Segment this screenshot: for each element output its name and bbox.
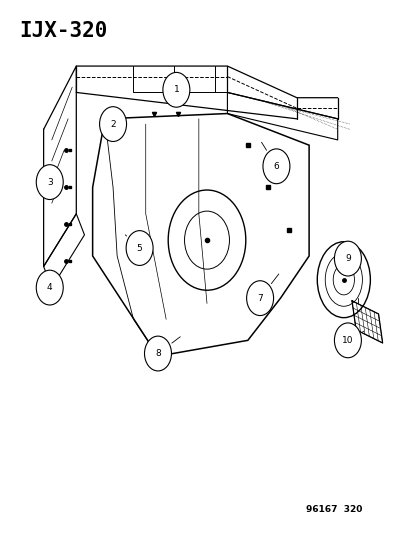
Text: 3: 3 xyxy=(47,177,52,187)
Circle shape xyxy=(246,281,273,316)
Circle shape xyxy=(162,72,190,107)
Text: 8: 8 xyxy=(155,349,161,358)
Circle shape xyxy=(334,241,361,276)
Circle shape xyxy=(100,107,126,141)
Text: 96167  320: 96167 320 xyxy=(305,505,361,514)
Text: 9: 9 xyxy=(344,254,350,263)
Circle shape xyxy=(262,149,289,184)
Text: 2: 2 xyxy=(110,119,116,128)
Circle shape xyxy=(36,165,63,199)
Text: 7: 7 xyxy=(256,294,262,303)
Text: 1: 1 xyxy=(173,85,179,94)
Circle shape xyxy=(126,231,153,265)
Text: 6: 6 xyxy=(273,162,279,171)
Text: 4: 4 xyxy=(47,283,52,292)
Text: 10: 10 xyxy=(341,336,353,345)
Circle shape xyxy=(144,336,171,371)
Circle shape xyxy=(36,270,63,305)
Text: 5: 5 xyxy=(136,244,142,253)
Circle shape xyxy=(334,323,361,358)
Text: IJX-320: IJX-320 xyxy=(19,21,107,41)
